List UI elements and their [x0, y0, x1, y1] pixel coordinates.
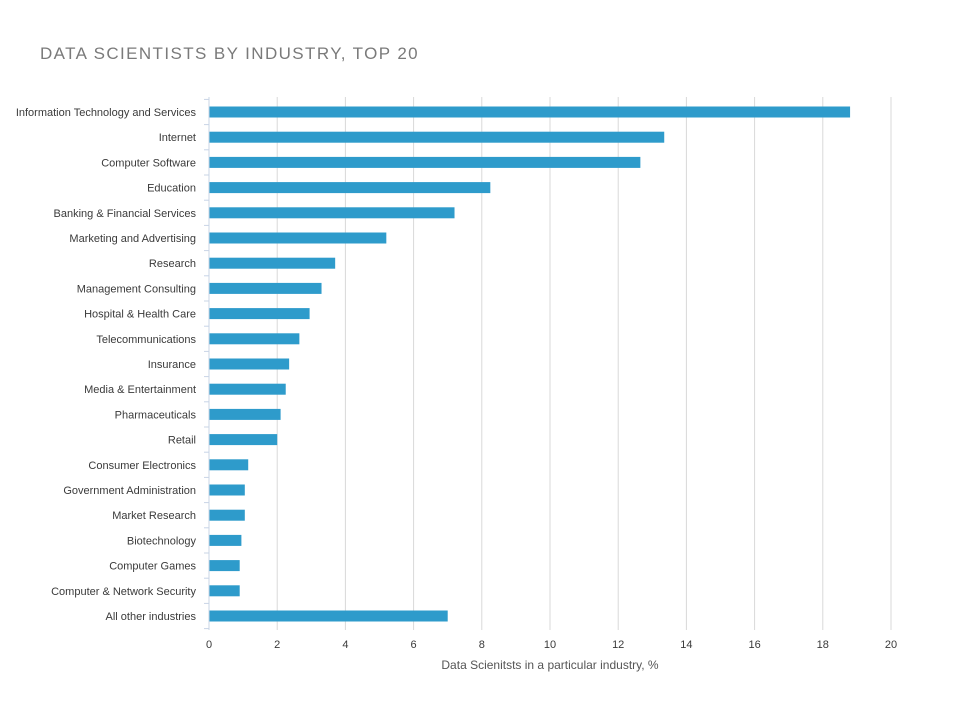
category-label: Computer & Network Security: [51, 586, 196, 598]
category-label: Media & Entertainment: [84, 384, 196, 396]
category-label: Pharmaceuticals: [115, 409, 197, 421]
category-label: Consumer Electronics: [88, 460, 196, 472]
bar: [209, 484, 245, 496]
category-label: Government Administration: [63, 485, 196, 497]
category-label: Education: [147, 183, 196, 195]
x-tick-label: 16: [748, 639, 760, 651]
category-label: Marketing and Advertising: [69, 233, 196, 245]
bar: [209, 358, 290, 370]
bar: [209, 509, 245, 521]
x-tick-label: 10: [544, 639, 556, 651]
category-label: Biotechnology: [127, 535, 197, 547]
x-tick-label: 2: [274, 639, 280, 651]
bar: [209, 408, 281, 420]
x-axis-label: Data Scienitsts in a particular industry…: [441, 658, 659, 672]
bar: [209, 333, 300, 345]
x-tick-label: 18: [817, 639, 829, 651]
bar: [209, 282, 322, 294]
bar: [209, 610, 448, 622]
y-axis: [204, 97, 210, 630]
x-tick-label: 6: [411, 639, 417, 651]
category-label: Market Research: [112, 510, 196, 522]
bar: [209, 257, 336, 269]
bar: [209, 182, 491, 194]
category-label: Computer Software: [101, 157, 196, 169]
x-tick-label: 12: [612, 639, 624, 651]
bar: [209, 232, 387, 244]
bar: [209, 308, 310, 320]
category-label: Research: [149, 258, 196, 270]
gridlines: [276, 97, 892, 630]
bar: [209, 383, 286, 395]
category-labels: Information Technology and Services Inter…: [16, 107, 197, 623]
category-label: Insurance: [148, 359, 196, 371]
category-label: Management Consulting: [77, 283, 196, 295]
x-tick-label: 20: [885, 639, 897, 651]
x-tick-label: 14: [680, 639, 692, 651]
bar: [209, 534, 242, 546]
bars: [209, 106, 851, 622]
bar: [209, 207, 455, 219]
x-tick-label: 0: [206, 639, 212, 651]
bar: [209, 106, 851, 118]
x-tick-label: 4: [342, 639, 348, 651]
x-tick-label: 8: [479, 639, 485, 651]
category-label: Information Technology and Services: [16, 107, 197, 119]
bar: [209, 156, 641, 168]
chart-title: DATA SCIENTISTS BY INDUSTRY, TOP 20: [40, 44, 420, 63]
category-label: All other industries: [106, 611, 197, 623]
category-label: Retail: [168, 435, 196, 447]
category-label: Hospital & Health Care: [84, 309, 196, 321]
category-label: Banking & Financial Services: [54, 208, 197, 220]
bar: [209, 131, 665, 143]
bar: [209, 560, 240, 572]
bar: [209, 459, 249, 471]
category-label: Internet: [159, 132, 196, 144]
bar: [209, 434, 278, 446]
category-label: Telecommunications: [96, 334, 196, 346]
category-label: Computer Games: [109, 561, 196, 573]
x-tick-labels: 0 2 4 6 8 10 12 14 16 18 20: [206, 639, 897, 651]
bar: [209, 585, 240, 597]
